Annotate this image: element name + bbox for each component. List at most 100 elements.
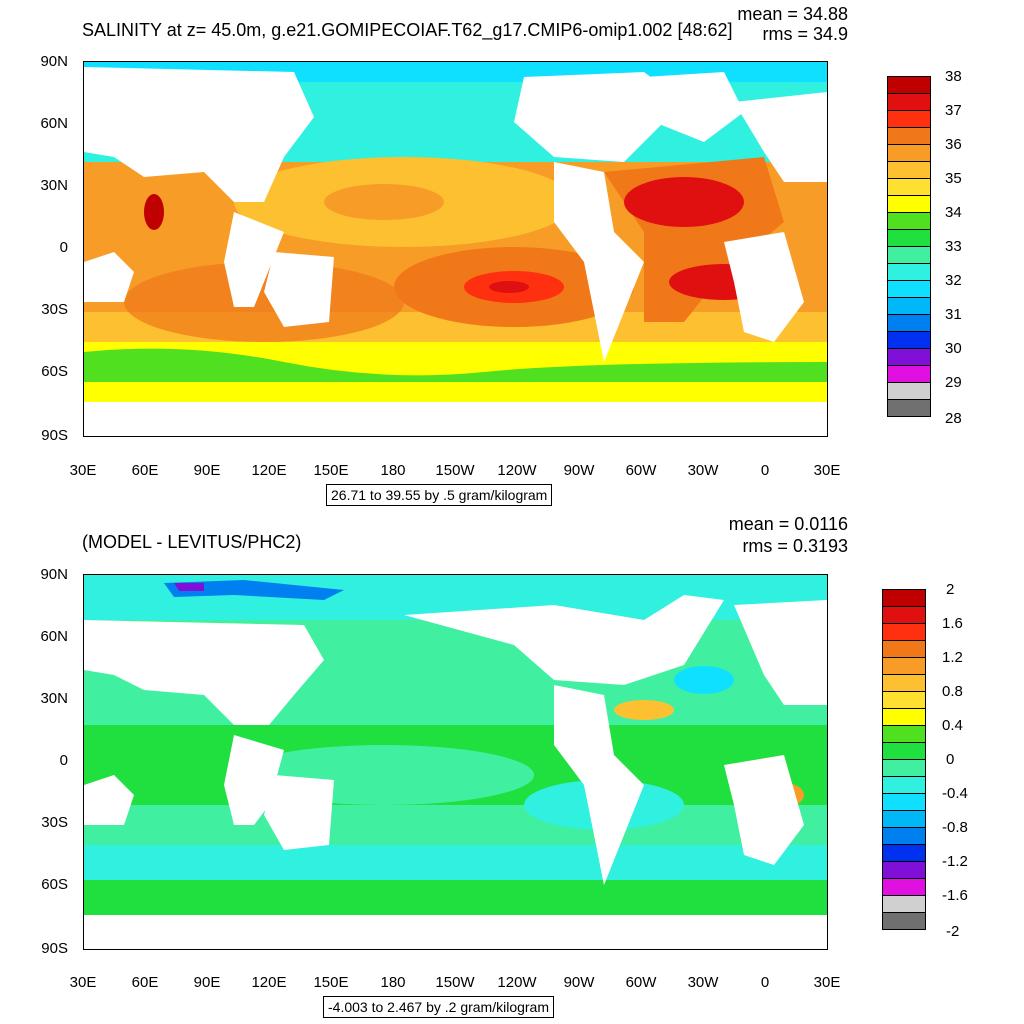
colorbar-label: -1.2 bbox=[942, 853, 968, 870]
lat-label: 60S bbox=[41, 876, 68, 893]
salinity-title: SALINITY at z= 45.0m, g.e21.GOMIPECOIAF.… bbox=[82, 20, 733, 40]
colorbar-swatch bbox=[887, 348, 931, 366]
colorbar-label: 0.8 bbox=[942, 683, 963, 700]
salinity-panel: SALINITY at z= 45.0m, g.e21.GOMIPECOIAF.… bbox=[40, 4, 977, 506]
colorbar-label: 1.6 bbox=[942, 615, 963, 632]
lon-label: 30W bbox=[687, 974, 719, 991]
lon-label: 30E bbox=[69, 462, 97, 479]
colorbar-swatch bbox=[887, 331, 931, 349]
colorbar-swatch bbox=[887, 195, 931, 213]
lon-label: 120E bbox=[251, 974, 287, 991]
difference-map bbox=[83, 574, 828, 950]
lon-label: 90E bbox=[193, 462, 221, 479]
lon-label: 90W bbox=[563, 974, 595, 991]
lat-label: 60N bbox=[40, 628, 68, 645]
lat-label: 60S bbox=[41, 363, 68, 380]
lon-label: 90E bbox=[193, 974, 221, 991]
lon-label: 60E bbox=[131, 462, 159, 479]
lat-label: 30N bbox=[40, 690, 68, 707]
lon-label: 60E bbox=[131, 974, 159, 991]
colorbar-label: -1.6 bbox=[942, 887, 968, 904]
colorbar-label: 29 bbox=[945, 374, 962, 391]
lon-label: 0 bbox=[760, 974, 770, 991]
colorbar-label: 32 bbox=[945, 272, 962, 289]
colorbar-swatch bbox=[882, 606, 926, 624]
colorbar-swatch bbox=[887, 229, 931, 247]
colorbar-swatch bbox=[882, 674, 926, 692]
colorbar-label: 38 bbox=[945, 68, 962, 85]
colorbar-swatch bbox=[887, 365, 931, 383]
colorbar-swatch bbox=[887, 399, 931, 417]
lon-label: 150W bbox=[435, 462, 475, 479]
lat-label: 90N bbox=[40, 53, 68, 70]
colorbar-swatch bbox=[882, 623, 926, 641]
lon-label: 30E bbox=[69, 974, 97, 991]
colorbar-label: 35 bbox=[945, 170, 962, 187]
lat-label: 30S bbox=[41, 301, 68, 318]
lon-label: 90W bbox=[563, 462, 595, 479]
colorbar-swatch bbox=[882, 810, 926, 828]
colorbar-swatch bbox=[887, 76, 931, 94]
lat-label: 30N bbox=[40, 177, 68, 194]
difference-colorbar: 2 1.6 1.2 0.8 0.4 0 -0.4 -0.8 -1.2 -1.6 … bbox=[882, 581, 977, 940]
colorbar-swatch bbox=[882, 793, 926, 811]
lon-label: 60W bbox=[625, 974, 657, 991]
lat-label: 0 bbox=[59, 239, 68, 256]
colorbar-label: -2 bbox=[946, 923, 960, 940]
lon-label: 60W bbox=[625, 462, 657, 479]
difference-map-graphic bbox=[84, 575, 827, 949]
colorbar-swatch bbox=[887, 93, 931, 111]
lon-label: 180 bbox=[380, 974, 406, 991]
colorbar-label: -0.4 bbox=[942, 785, 968, 802]
salinity-map bbox=[83, 61, 828, 437]
colorbar-swatch bbox=[887, 280, 931, 298]
mean-stat: mean = 0.0116 bbox=[728, 514, 848, 534]
lon-label: 30E bbox=[813, 974, 841, 991]
colorbar-swatch bbox=[887, 314, 931, 332]
colorbar-swatch bbox=[887, 246, 931, 264]
colorbar-swatch bbox=[887, 144, 931, 162]
colorbar-label: 37 bbox=[945, 102, 962, 119]
colorbar-label: 31 bbox=[945, 306, 962, 323]
colorbar-swatch bbox=[882, 759, 926, 777]
colorbar-swatch bbox=[882, 742, 926, 760]
colorbar-swatch bbox=[887, 382, 931, 400]
colorbar-label: 36 bbox=[945, 136, 962, 153]
colorbar-swatch bbox=[887, 127, 931, 145]
colorbar-swatch bbox=[882, 912, 926, 930]
lon-label: 150W bbox=[435, 974, 475, 991]
colorbar-swatch bbox=[882, 589, 926, 607]
colorbar-label: 2 bbox=[946, 581, 955, 598]
lon-label: 150E bbox=[313, 462, 349, 479]
salinity-colorbar: 38 37 36 35 34 33 32 31 30 29 28 bbox=[887, 68, 977, 427]
colorbar-label: 0.4 bbox=[942, 717, 963, 734]
colorbar-label: 34 bbox=[945, 204, 962, 221]
colorbar-swatch bbox=[882, 657, 926, 675]
colorbar-label: 0 bbox=[946, 751, 955, 768]
colorbar-swatch bbox=[882, 640, 926, 658]
lon-label: 30W bbox=[687, 462, 719, 479]
lon-label: 30E bbox=[813, 462, 841, 479]
lat-label: 90S bbox=[41, 940, 68, 957]
colorbar-swatch bbox=[882, 827, 926, 845]
colorbar-swatch bbox=[882, 844, 926, 862]
colorbar-swatch bbox=[887, 212, 931, 230]
colorbar-swatch bbox=[887, 161, 931, 179]
colorbar-swatch bbox=[887, 110, 931, 128]
lat-label: 90N bbox=[40, 566, 68, 583]
colorbar-label: 30 bbox=[945, 340, 962, 357]
lon-label: 120W bbox=[497, 974, 537, 991]
lon-label: 180 bbox=[380, 462, 406, 479]
lat-label: 0 bbox=[59, 752, 68, 769]
lon-label: 0 bbox=[760, 462, 770, 479]
lat-label: 60N bbox=[40, 115, 68, 132]
colorbar-swatch bbox=[887, 297, 931, 315]
colorbar-swatch bbox=[887, 263, 931, 281]
lat-label: 90S bbox=[41, 427, 68, 444]
difference-title: (MODEL - LEVITUS/PHC2) bbox=[82, 532, 302, 552]
colorbar-swatch bbox=[882, 776, 926, 794]
colorbar-label: -0.8 bbox=[942, 819, 968, 836]
mean-stat: mean = 34.88 bbox=[737, 4, 848, 24]
colorbar-swatch bbox=[882, 708, 926, 726]
colorbar-label: 1.2 bbox=[942, 649, 963, 666]
